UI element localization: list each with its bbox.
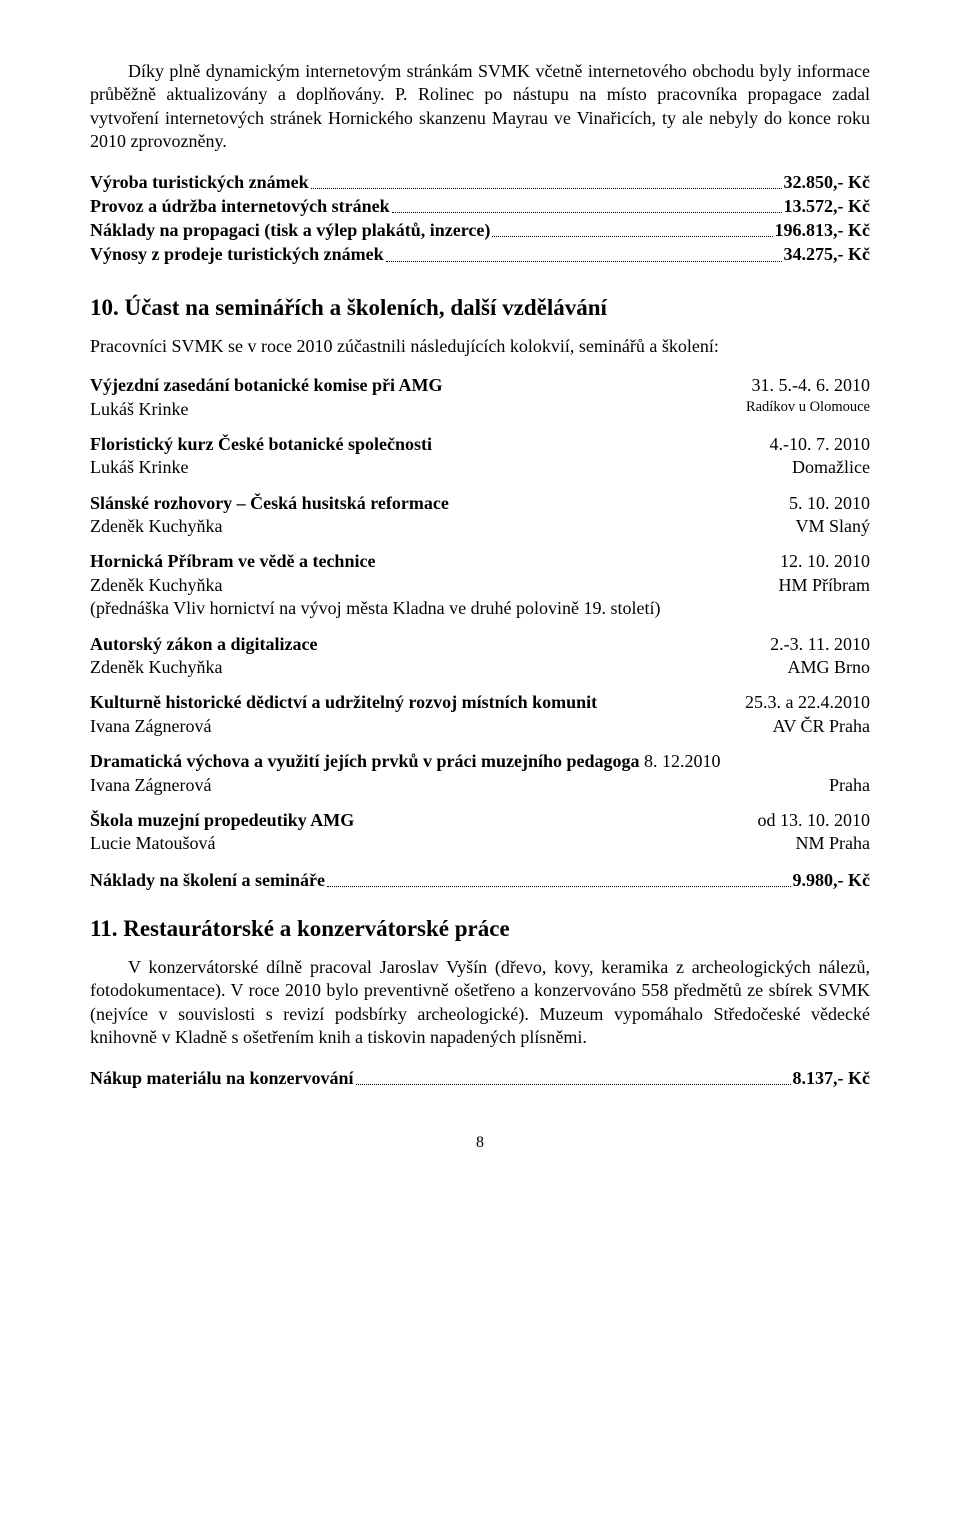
event-location: Radíkov u Olomouce <box>732 398 870 421</box>
event-date: od 13. 10. 2010 <box>744 809 871 832</box>
cost-line: Výnosy z prodeje turistických známek 34.… <box>90 242 870 266</box>
cost-label: Výroba turistických známek <box>90 170 309 194</box>
event-title: Autorský zákon a digitalizace <box>90 633 756 656</box>
training-cost-line: Náklady na školení a semináře 9.980,- Kč <box>90 868 870 892</box>
cost-label: Výnosy z prodeje turistických známek <box>90 242 384 266</box>
event-item: Hornická Příbram ve vědě a technice12. 1… <box>90 550 870 620</box>
dots <box>311 170 782 189</box>
conservation-cost-line: Nákup materiálu na konzervování 8.137,- … <box>90 1066 870 1090</box>
dots <box>327 868 790 887</box>
event-location: HM Příbram <box>765 574 871 597</box>
document-page: Díky plně dynamickým internetovým stránk… <box>0 0 960 1192</box>
page-number: 8 <box>90 1134 870 1152</box>
cost-value: 34.275,- Kč <box>784 242 870 266</box>
event-title: Floristický kurz České botanické společn… <box>90 433 756 456</box>
event-date: 12. 10. 2010 <box>766 550 870 573</box>
event-item: Slánské rozhovory – Česká husitská refor… <box>90 492 870 539</box>
event-date: 5. 10. 2010 <box>775 492 870 515</box>
intro-paragraph: Díky plně dynamickým internetovým stránk… <box>90 60 870 154</box>
dots <box>492 218 772 237</box>
event-participant: Ivana Zágnerová <box>90 774 815 797</box>
dots <box>356 1066 791 1085</box>
cost-value: 8.137,- Kč <box>793 1066 870 1090</box>
event-participant: Lukáš Krinke <box>90 398 732 421</box>
event-location: Praha <box>815 774 870 797</box>
event-title: Dramatická výchova a využití jejích prvk… <box>90 750 870 773</box>
cost-value: 196.813,- Kč <box>775 218 870 242</box>
event-participant: Lukáš Krinke <box>90 456 778 479</box>
costs-block: Výroba turistických známek 32.850,- Kč P… <box>90 170 870 267</box>
cost-line: Výroba turistických známek 32.850,- Kč <box>90 170 870 194</box>
cost-label: Nákup materiálu na konzervování <box>90 1066 354 1090</box>
dots <box>386 242 782 261</box>
event-date: 4.-10. 7. 2010 <box>756 433 871 456</box>
event-date: 31. 5.-4. 6. 2010 <box>738 374 871 397</box>
event-location: AMG Brno <box>773 656 870 679</box>
event-note: (přednáška Vliv hornictví na vývoj města… <box>90 597 870 620</box>
event-item: Kulturně historické dědictví a udržiteln… <box>90 691 870 738</box>
cost-line: Náklady na propagaci (tisk a výlep plaká… <box>90 218 870 242</box>
event-location: NM Praha <box>782 832 871 855</box>
event-title: Hornická Příbram ve vědě a technice <box>90 550 766 573</box>
cost-label: Náklady na propagaci (tisk a výlep plaká… <box>90 218 490 242</box>
cost-value: 9.980,- Kč <box>793 868 870 892</box>
section-11-paragraph: V konzervátorské dílně pracoval Jaroslav… <box>90 956 870 1050</box>
event-date: 2.-3. 11. 2010 <box>756 633 870 656</box>
cost-value: 32.850,- Kč <box>784 170 870 194</box>
cost-label: Náklady na školení a semináře <box>90 868 325 892</box>
cost-value: 13.572,- Kč <box>784 194 870 218</box>
event-item: Výjezdní zasedání botanické komise při A… <box>90 374 870 421</box>
event-title: Škola muzejní propedeutiky AMG <box>90 809 744 832</box>
cost-label: Provoz a údržba internetových stránek <box>90 194 390 218</box>
event-item: Dramatická výchova a využití jejích prvk… <box>90 750 870 797</box>
event-title: Výjezdní zasedání botanické komise při A… <box>90 374 738 397</box>
dots <box>392 194 782 213</box>
event-item: Autorský zákon a digitalizace2.-3. 11. 2… <box>90 633 870 680</box>
section-11-title: 11. Restaurátorské a konzervátorské prác… <box>90 916 870 942</box>
event-item: Škola muzejní propedeutiky AMGod 13. 10.… <box>90 809 870 856</box>
section-10-intro: Pracovníci SVMK se v roce 2010 zúčastnil… <box>90 335 870 358</box>
event-item: Floristický kurz České botanické společn… <box>90 433 870 480</box>
event-location: VM Slaný <box>781 515 870 538</box>
event-date: 25.3. a 22.4.2010 <box>731 691 870 714</box>
event-participant: Ivana Zágnerová <box>90 715 759 738</box>
event-location: Domažlice <box>778 456 870 479</box>
section-10-title: 10. Účast na seminářích a školeních, dal… <box>90 295 870 321</box>
event-participant: Zdeněk Kuchyňka <box>90 574 765 597</box>
events-list: Výjezdní zasedání botanické komise při A… <box>90 374 870 856</box>
event-title: Slánské rozhovory – Česká husitská refor… <box>90 492 775 515</box>
event-title: Kulturně historické dědictví a udržiteln… <box>90 691 731 714</box>
cost-line: Provoz a údržba internetových stránek 13… <box>90 194 870 218</box>
event-participant: Zdeněk Kuchyňka <box>90 656 773 679</box>
event-participant: Lucie Matoušová <box>90 832 782 855</box>
event-location: AV ČR Praha <box>759 715 870 738</box>
event-participant: Zdeněk Kuchyňka <box>90 515 781 538</box>
